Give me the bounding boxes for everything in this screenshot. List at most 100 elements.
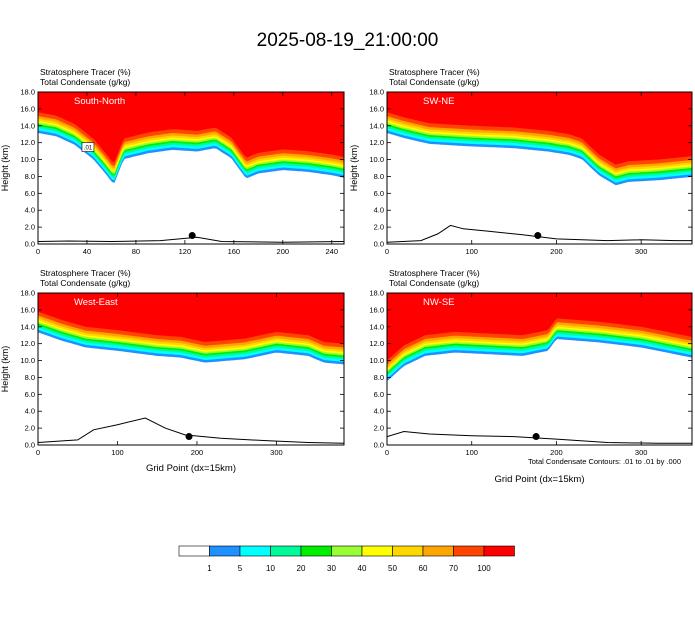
- colorbar-label: 20: [297, 564, 306, 573]
- plot-frame: [386, 91, 693, 245]
- tracer-field: [387, 293, 692, 445]
- y-tick-label: 18.0: [369, 289, 384, 298]
- colorbar-label: 10: [266, 564, 275, 573]
- x-tick-label: 100: [111, 448, 124, 457]
- panel-title: South-North: [74, 96, 125, 107]
- y-axis-label: Height (km): [0, 145, 10, 192]
- colorbar-label: 1: [207, 564, 212, 573]
- y-tick-label: 4.0: [25, 206, 35, 215]
- colorbar-swatch: [270, 545, 302, 557]
- y-tick-label: 6.0: [374, 390, 384, 399]
- panel-header-condensate: Total Condensate (g/kg): [40, 77, 130, 87]
- x-tick-label: 40: [83, 247, 91, 256]
- x-tick-label: 200: [550, 448, 563, 457]
- colorbar-swatch: [300, 545, 332, 557]
- y-tick-label: 8.0: [25, 373, 35, 382]
- y-tick-label: 4.0: [25, 407, 35, 416]
- panel-header-condensate: Total Condensate (g/kg): [389, 278, 479, 288]
- x-tick-label: 0: [36, 448, 40, 457]
- y-tick-label: 16.0: [369, 305, 384, 314]
- plot-frame: [37, 91, 345, 245]
- y-axis-label: Height (km): [0, 346, 10, 393]
- location-marker: [534, 232, 542, 240]
- tracer-band-0: [387, 293, 692, 361]
- plot-frame: [37, 292, 345, 446]
- y-tick-label: 6.0: [25, 390, 35, 399]
- colorbar-label: 100: [477, 564, 491, 573]
- colorbar: 1 5 10 20 30 40 50 60 70 100: [178, 545, 515, 573]
- terrain-line: [38, 417, 344, 444]
- tracer-band-0: [387, 92, 692, 165]
- colorbar-label: 40: [358, 564, 367, 573]
- x-tick-label: 300: [270, 448, 283, 457]
- colorbar-swatch: [483, 545, 515, 557]
- colorbar-swatch: [209, 545, 241, 557]
- colorbar-swatch: [178, 545, 210, 557]
- location-marker: [188, 232, 196, 240]
- contour-label: .01: [84, 146, 93, 152]
- terrain-line: [387, 224, 692, 243]
- x-tick-label: 0: [385, 448, 389, 457]
- y-tick-label: 14.0: [20, 322, 35, 331]
- panel-header-tracer: Stratosphere Tracer (%): [389, 67, 480, 77]
- panel-title: NW-SE: [423, 297, 455, 308]
- contour-label-box: [81, 142, 95, 152]
- colorbar-label: 60: [419, 564, 428, 573]
- x-tick-label: 300: [635, 448, 648, 457]
- y-tick-label: 16.0: [20, 305, 35, 314]
- x-tick-label: 80: [132, 247, 140, 256]
- y-tick-label: 14.0: [369, 121, 384, 130]
- y-tick-label: 6.0: [25, 189, 35, 198]
- panel-3: 0 100 200 300 0.0 2.0 4.0 6.0 8.0 10.0 12.0 14.0 16.…: [0, 268, 345, 474]
- y-tick-label: 0.0: [374, 240, 384, 249]
- y-tick-label: 16.0: [369, 104, 384, 113]
- y-tick-label: 4.0: [374, 206, 384, 215]
- y-tick-label: 0.0: [374, 441, 384, 450]
- x-tick-label: 200: [277, 247, 290, 256]
- panel-header-tracer: Stratosphere Tracer (%): [40, 268, 131, 278]
- x-tick-label: 200: [550, 247, 563, 256]
- y-tick-label: 10.0: [369, 155, 384, 164]
- x-tick-label: 300: [635, 247, 648, 256]
- terrain-line: [38, 236, 344, 243]
- y-tick-label: 8.0: [374, 373, 384, 382]
- y-tick-label: 2.0: [374, 223, 384, 232]
- panel-header-condensate: Total Condensate (g/kg): [389, 77, 479, 87]
- y-tick-label: 6.0: [374, 189, 384, 198]
- colorbar-label: 5: [238, 564, 243, 573]
- figure-title: 2025-08-19_21:00:00: [256, 30, 439, 51]
- plot-frame: [386, 292, 693, 446]
- y-axis-label: Height (km): [349, 145, 359, 192]
- x-axis-label: Grid Point (dx=15km): [494, 474, 584, 485]
- panel-header-tracer: Stratosphere Tracer (%): [389, 268, 480, 278]
- panel-4: 0 100 200 300 0.0 2.0 4.0 6.0 8.0 10.0 12.0 14.0 16.…: [369, 268, 693, 485]
- y-tick-label: 12.0: [369, 339, 384, 348]
- tracer-field: [38, 92, 344, 244]
- x-tick-label: 0: [36, 247, 40, 256]
- tracer-band-0: [38, 293, 344, 344]
- panel-1: 0 40 80 120 160 200 240 0.0 2.0 4.0 6.0 8.0 10.0 12.0…: [0, 67, 345, 256]
- y-tick-label: 2.0: [25, 223, 35, 232]
- x-axis-label: Grid Point (dx=15km): [146, 463, 236, 474]
- x-tick-label: 120: [179, 247, 192, 256]
- tracer-field: [387, 92, 692, 244]
- panel-2: 0 100 200 300 0.0 2.0 4.0 6.0 8.0 10.0 12.0 14.0 16.…: [349, 67, 693, 256]
- colorbar-label: 50: [388, 564, 397, 573]
- tracer-field: [38, 293, 344, 445]
- y-tick-label: 18.0: [20, 88, 35, 97]
- y-tick-label: 10.0: [20, 356, 35, 365]
- colorbar-label: 30: [327, 564, 336, 573]
- y-tick-label: 16.0: [20, 104, 35, 113]
- y-tick-label: 8.0: [25, 172, 35, 181]
- panel-header-tracer: Stratosphere Tracer (%): [40, 67, 131, 77]
- y-tick-label: 0.0: [25, 240, 35, 249]
- y-tick-label: 2.0: [374, 424, 384, 433]
- y-tick-label: 14.0: [369, 322, 384, 331]
- x-tick-label: 100: [465, 448, 478, 457]
- y-tick-label: 12.0: [20, 339, 35, 348]
- y-tick-label: 2.0: [25, 424, 35, 433]
- y-tick-label: 14.0: [20, 121, 35, 130]
- contour-note: Total Condensate Contours: .01 to .01 by…: [528, 457, 682, 466]
